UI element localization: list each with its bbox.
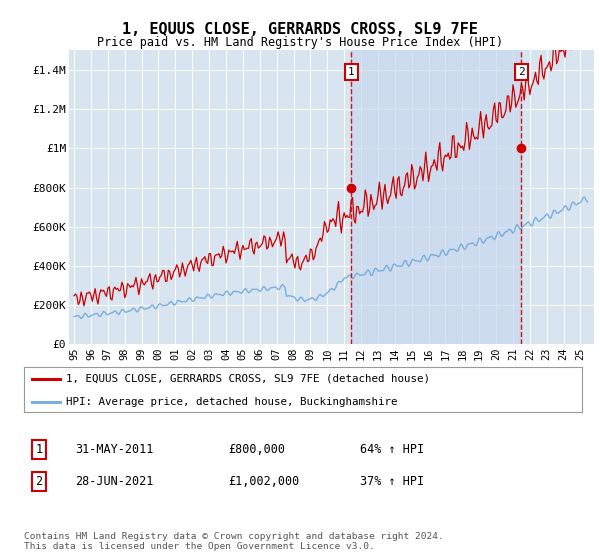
Text: 31-MAY-2011: 31-MAY-2011 bbox=[75, 442, 154, 456]
Text: 1: 1 bbox=[35, 442, 43, 456]
Text: 1, EQUUS CLOSE, GERRARDS CROSS, SL9 7FE: 1, EQUUS CLOSE, GERRARDS CROSS, SL9 7FE bbox=[122, 22, 478, 38]
Text: 1: 1 bbox=[348, 67, 355, 77]
Text: £1,002,000: £1,002,000 bbox=[228, 475, 299, 488]
Text: Contains HM Land Registry data © Crown copyright and database right 2024.
This d: Contains HM Land Registry data © Crown c… bbox=[24, 532, 444, 552]
Text: 2: 2 bbox=[518, 67, 525, 77]
Text: £800,000: £800,000 bbox=[228, 442, 285, 456]
Text: HPI: Average price, detached house, Buckinghamshire: HPI: Average price, detached house, Buck… bbox=[66, 396, 397, 407]
Text: 28-JUN-2021: 28-JUN-2021 bbox=[75, 475, 154, 488]
Text: 37% ↑ HPI: 37% ↑ HPI bbox=[360, 475, 424, 488]
Text: Price paid vs. HM Land Registry's House Price Index (HPI): Price paid vs. HM Land Registry's House … bbox=[97, 36, 503, 49]
Text: 1, EQUUS CLOSE, GERRARDS CROSS, SL9 7FE (detached house): 1, EQUUS CLOSE, GERRARDS CROSS, SL9 7FE … bbox=[66, 374, 430, 384]
Text: 64% ↑ HPI: 64% ↑ HPI bbox=[360, 442, 424, 456]
Bar bbox=[351, 50, 521, 344]
Text: 2: 2 bbox=[35, 475, 43, 488]
